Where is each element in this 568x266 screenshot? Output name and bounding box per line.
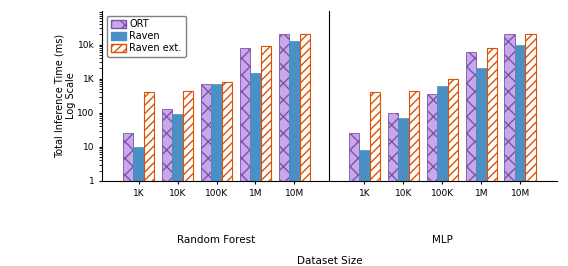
Bar [279, 34, 289, 266]
Bar [289, 41, 300, 266]
Bar [487, 48, 497, 266]
Text: Dataset Size: Dataset Size [296, 256, 362, 266]
Bar [144, 92, 154, 266]
Y-axis label: Total Inference Time (ms)
Log Scale: Total Inference Time (ms) Log Scale [55, 34, 76, 158]
Text: MLP: MLP [432, 235, 453, 245]
Bar [504, 34, 515, 266]
Bar [398, 118, 408, 266]
Bar [448, 79, 458, 266]
Bar [387, 113, 398, 266]
Bar [300, 34, 310, 266]
Text: Random Forest: Random Forest [177, 235, 256, 245]
Bar [201, 84, 211, 266]
Bar [427, 94, 437, 266]
Bar [172, 114, 183, 266]
Bar [370, 92, 380, 266]
Legend: ORT, Raven, Raven ext.: ORT, Raven, Raven ext. [107, 15, 186, 57]
Bar [123, 133, 133, 266]
Bar [349, 133, 359, 266]
Bar [359, 150, 370, 266]
Bar [211, 84, 222, 266]
Bar [133, 147, 144, 266]
Bar [183, 90, 193, 266]
Bar [476, 68, 487, 266]
Bar [162, 109, 172, 266]
Bar [437, 86, 448, 266]
Bar [261, 46, 272, 266]
Bar [250, 73, 261, 266]
Bar [408, 90, 419, 266]
Bar [525, 34, 536, 266]
Bar [222, 82, 232, 266]
Bar [466, 52, 476, 266]
Bar [240, 48, 250, 266]
Bar [515, 45, 525, 266]
